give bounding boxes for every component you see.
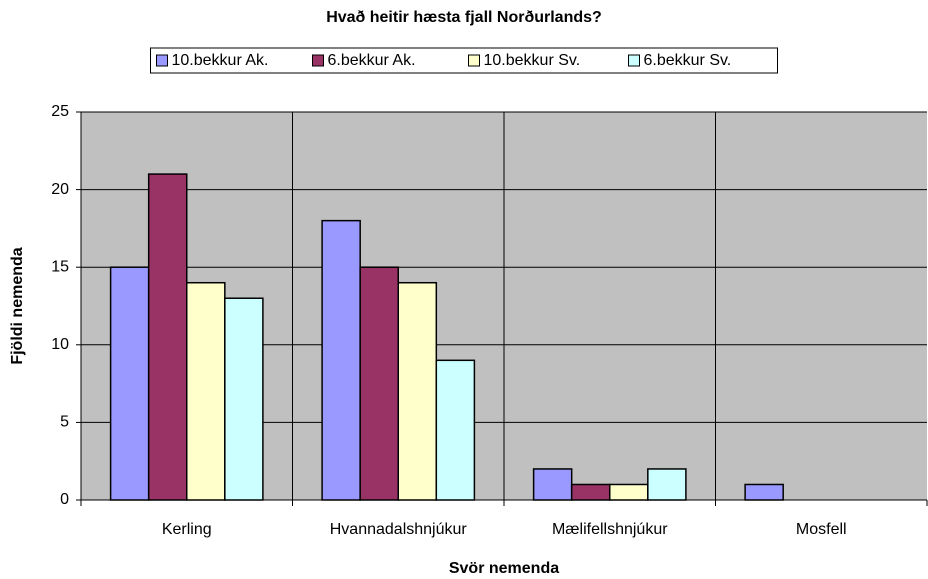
bar xyxy=(609,483,649,501)
legend-label: 6.bekkur Ak. xyxy=(328,52,416,69)
legend-box xyxy=(150,47,778,74)
y-tick-label: 15 xyxy=(51,258,69,275)
legend-swatch xyxy=(156,54,168,67)
x-tick-label: Kerling xyxy=(162,521,212,538)
bar xyxy=(570,483,611,501)
y-axis-label: Fjöldi nemenda xyxy=(9,247,26,364)
bar xyxy=(647,468,687,501)
legend-swatch xyxy=(628,54,640,67)
legend-label: 10.bekkur Sv. xyxy=(484,52,581,69)
x-axis-label: Svör nemenda xyxy=(449,560,559,577)
bar xyxy=(109,266,150,501)
bar xyxy=(224,297,264,501)
bar xyxy=(186,281,226,501)
bar xyxy=(359,266,399,501)
legend-swatch xyxy=(468,54,480,67)
x-tick-label: Hvannadalshnjúkur xyxy=(330,521,468,538)
y-tick-label: 20 xyxy=(51,181,69,198)
legend-swatch xyxy=(312,54,324,67)
chart-title: Hvað heitir hæsta fjall Norðurlands? xyxy=(326,9,602,26)
y-tick-label: 25 xyxy=(51,103,69,120)
bar xyxy=(321,219,361,501)
y-tick-label: 10 xyxy=(51,336,69,353)
legend-label: 10.bekkur Ak. xyxy=(172,52,269,69)
bar xyxy=(147,173,188,501)
bar xyxy=(532,468,573,501)
bar xyxy=(397,281,438,501)
bar xyxy=(435,359,476,501)
x-tick-label: Mælifellshnjúkur xyxy=(552,521,668,538)
legend-label: 6.bekkur Sv. xyxy=(644,52,732,69)
x-tick-label: Mosfell xyxy=(796,521,847,538)
y-tick-label: 0 xyxy=(60,491,69,508)
bar xyxy=(744,483,784,501)
y-tick-label: 5 xyxy=(60,414,69,431)
